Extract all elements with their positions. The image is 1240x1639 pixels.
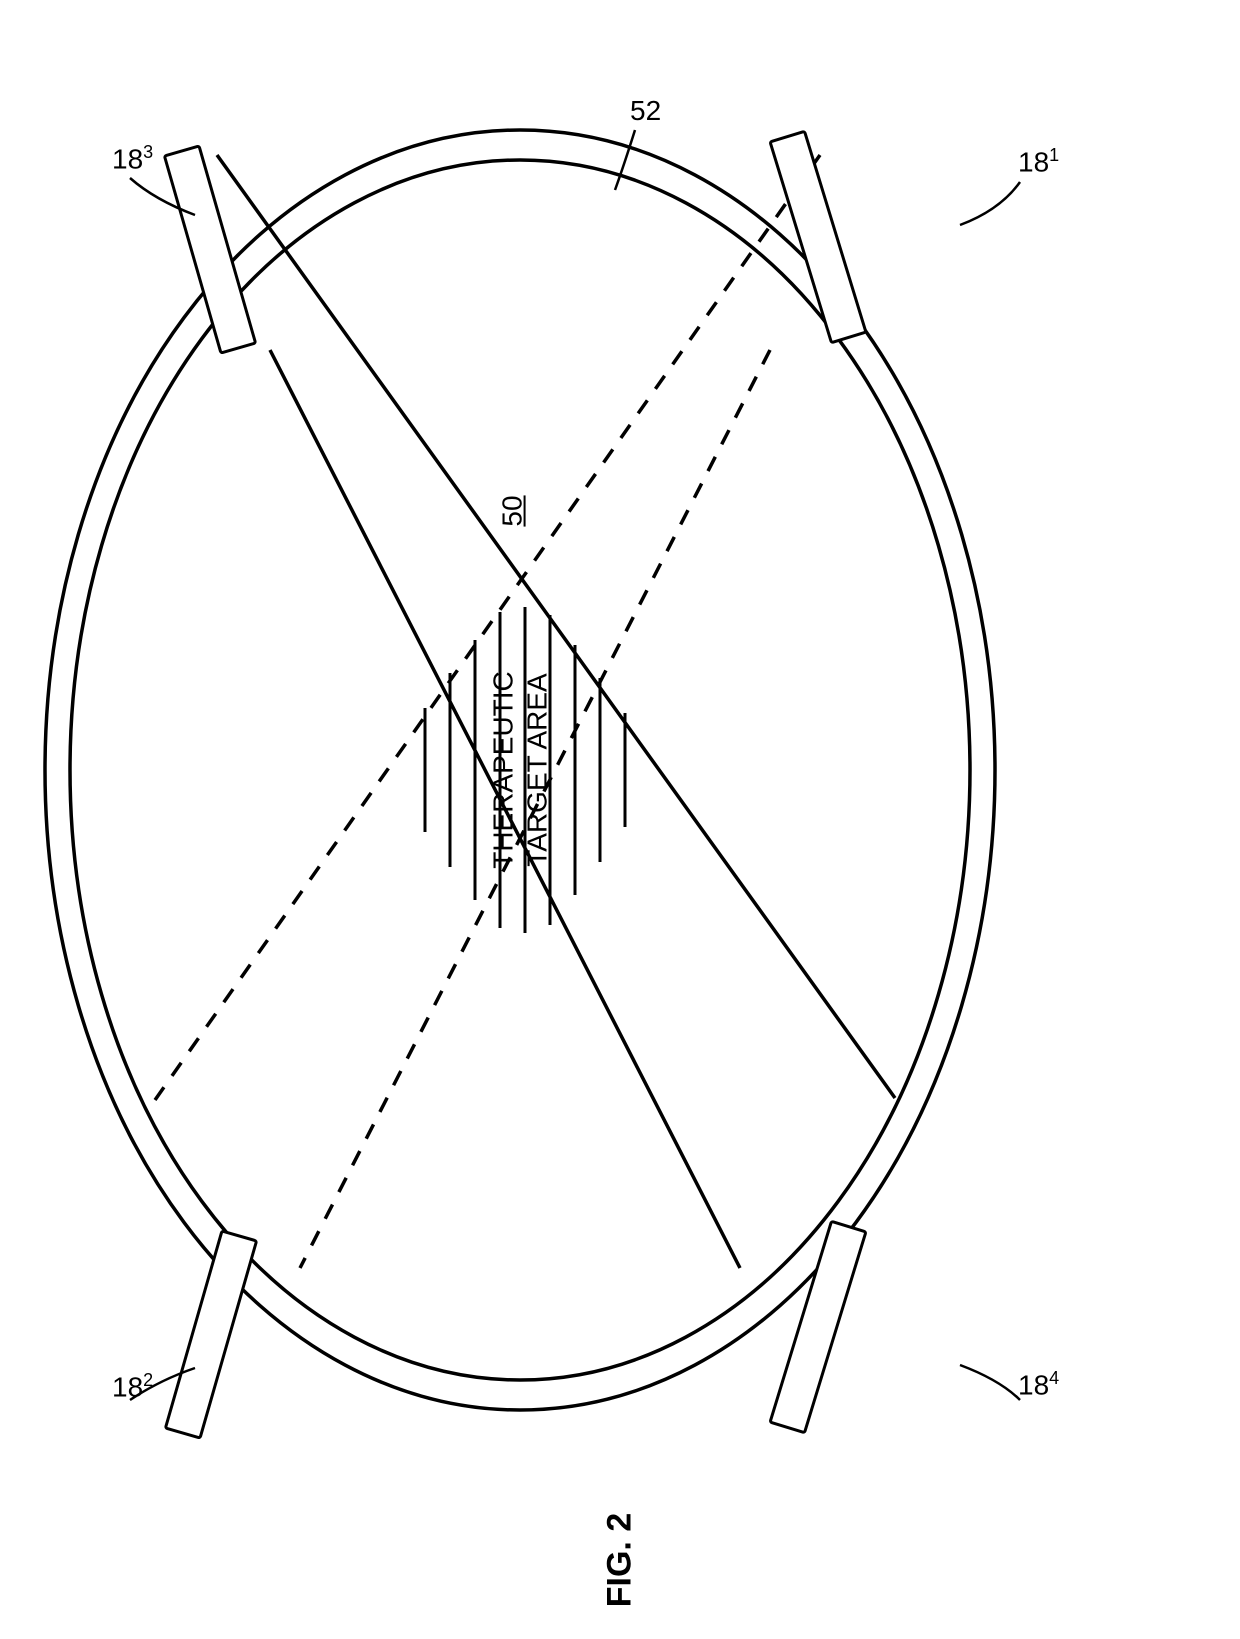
figure-container: 181 182 183 184 52 50 THERAPEUTIC TARGET… <box>0 0 1240 1639</box>
transducer-label-1: 181 <box>1018 145 1059 178</box>
transducer-label-2: 182 <box>112 1370 153 1403</box>
target-area-label: THERAPEUTIC TARGET AREA <box>486 671 553 869</box>
transducer-label-4: 184 <box>1018 1368 1059 1401</box>
ref-50-label: 50 <box>497 495 529 526</box>
figure-caption: FIG. 2 <box>601 1513 640 1607</box>
transducer-label-3: 183 <box>112 142 153 175</box>
ref-52-label: 52 <box>630 95 661 127</box>
